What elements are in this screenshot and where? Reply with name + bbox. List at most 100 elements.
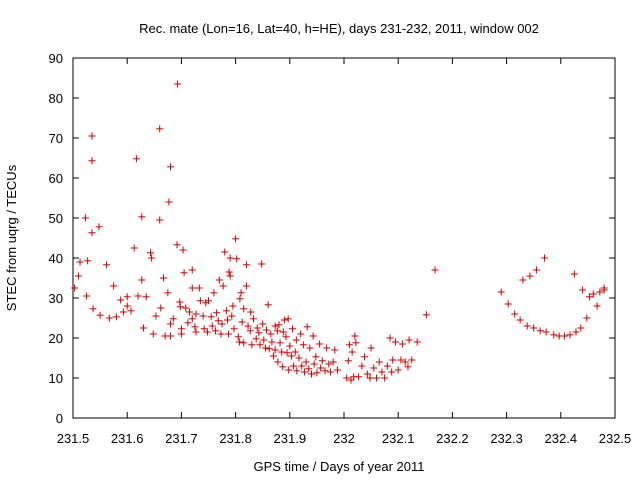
- scatter-point-31: [152, 312, 160, 320]
- scatter-point-94: [240, 305, 248, 313]
- scatter-point-126: [280, 316, 288, 324]
- scatter-point-196: [497, 288, 505, 296]
- scatter-point-131: [286, 342, 294, 350]
- x-tick-labels: 231.5 231.6 231.7 231.8 231.9 232 232.1 232.2 23…: [57, 431, 632, 446]
- y-tick-label-3: 30: [49, 291, 63, 306]
- scatter-point-179: [378, 368, 386, 376]
- scatter-point-204: [532, 266, 540, 274]
- scatter-point-182: [386, 334, 394, 342]
- scatter-point-202: [526, 272, 534, 280]
- y-tick-label-1: 10: [49, 371, 63, 386]
- scatter-point-191: [405, 336, 413, 344]
- scatter-point-53: [186, 308, 194, 316]
- scatter-point-45: [176, 298, 184, 306]
- scatter-point-215: [578, 286, 586, 294]
- scatter-point-105: [255, 329, 263, 337]
- scatter-point-12: [103, 261, 111, 269]
- scatter-point-160: [331, 346, 339, 354]
- scatter-point-96: [242, 261, 250, 269]
- scatter-point-146: [306, 344, 314, 352]
- scatter-point-104: [253, 324, 261, 332]
- scatter-point-163: [344, 357, 352, 365]
- scatter-point-184: [389, 356, 397, 364]
- scatter-point-113: [265, 345, 273, 353]
- scatter-point-55: [188, 284, 196, 292]
- scatter-point-83: [226, 272, 234, 280]
- scatter-point-40: [167, 320, 175, 328]
- y-tick-label-9: 90: [49, 51, 63, 66]
- scatter-point-134: [290, 362, 298, 370]
- scatter-point-144: [303, 323, 311, 331]
- scatter-point-207: [542, 328, 550, 336]
- scatter-point-77: [221, 248, 229, 256]
- scatter-point-136: [292, 336, 300, 344]
- scatter-point-50: [180, 269, 188, 277]
- scatter-point-197: [504, 300, 512, 308]
- scatter-point-120: [274, 358, 282, 366]
- scatter-point-60: [195, 284, 203, 292]
- scatter-point-200: [519, 276, 527, 284]
- scatter-point-69: [210, 289, 218, 297]
- x-tick-label-0: 231.5: [57, 431, 90, 446]
- scatter-point-24: [138, 276, 146, 284]
- scatter-point-142: [300, 368, 308, 376]
- scatter-point-189: [401, 358, 409, 366]
- scatter-point-6: [88, 132, 96, 140]
- scatter-point-58: [192, 328, 200, 336]
- scatter-point-10: [95, 223, 103, 231]
- y-tick-label-6: 60: [49, 171, 63, 186]
- chart-title: Rec. mate (Lon=16, Lat=40, h=HE), days 2…: [139, 21, 539, 36]
- scatter-point-91: [236, 295, 244, 303]
- scatter-point-80: [225, 330, 233, 338]
- y-tick-labels: 0 10 20 30 40 50 60 70 80 90: [49, 51, 63, 426]
- scatter-point-33: [156, 216, 164, 224]
- scatter-point-151: [313, 369, 321, 377]
- scatter-point-76: [219, 282, 227, 290]
- scatter-point-38: [165, 198, 173, 206]
- scatter-point-89: [234, 333, 242, 341]
- x-tick-label-10: 232.5: [599, 431, 632, 446]
- scatter-point-194: [422, 311, 430, 319]
- scatter-point-168: [351, 332, 359, 340]
- scatter-point-218: [589, 290, 597, 298]
- scatter-point-123: [278, 348, 286, 356]
- scatter-point-20: [127, 307, 135, 315]
- scatter-point-153: [317, 364, 325, 372]
- scatter-point-108: [259, 320, 267, 328]
- scatter-point-81: [225, 268, 233, 276]
- scatter-point-1: [74, 272, 82, 280]
- scatter-point-67: [207, 313, 215, 321]
- scatter-point-152: [316, 340, 324, 348]
- x-tick-label-5: 232: [333, 431, 355, 446]
- scatter-point-148: [309, 332, 317, 340]
- scatter-point-130: [285, 366, 293, 374]
- scatter-point-61: [196, 297, 204, 305]
- scatter-point-56: [188, 315, 196, 323]
- scatter-point-49: [179, 246, 187, 254]
- scatter-point-166: [348, 348, 356, 356]
- scatter-point-66: [205, 297, 212, 305]
- scatter-point-181: [383, 362, 391, 370]
- scatter-point-147: [307, 370, 315, 378]
- scatter-point-72: [214, 317, 222, 325]
- scatter-point-212: [570, 270, 578, 278]
- scatter-point-16: [117, 296, 125, 304]
- scatter-point-0: [71, 284, 79, 292]
- scatter-point-30: [149, 330, 157, 338]
- scatter-point-162: [343, 374, 351, 382]
- scatter-point-143: [302, 358, 310, 366]
- scatter-point-219: [593, 302, 601, 310]
- scatter-point-11: [96, 311, 104, 319]
- scatter-point-109: [260, 336, 268, 344]
- scatter-point-124: [279, 363, 287, 371]
- scatter-point-75: [218, 320, 226, 328]
- scatter-point-92: [237, 289, 245, 297]
- scatter-point-173: [363, 370, 371, 378]
- x-tick-label-6: 232.1: [382, 431, 415, 446]
- scatter-point-97: [242, 282, 250, 290]
- scatter-point-107: [258, 260, 266, 268]
- scatter-point-112: [264, 301, 272, 309]
- scatter-point-86: [230, 325, 238, 333]
- plot-frame: [72, 57, 616, 419]
